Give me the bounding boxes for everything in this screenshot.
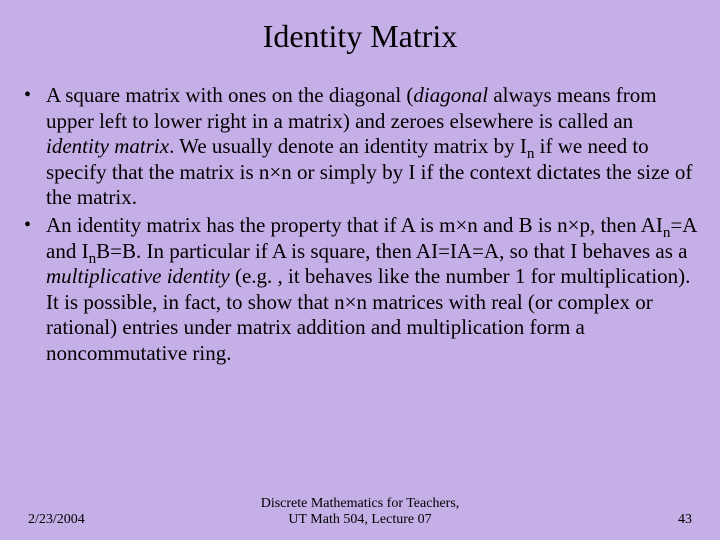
footer-page-number: 43 (572, 512, 692, 528)
bullet-item: • A square matrix with ones on the diago… (22, 83, 698, 211)
slide-body: • A square matrix with ones on the diago… (0, 65, 720, 367)
bullet-marker: • (22, 213, 46, 367)
footer-center-line1: Discrete Mathematics for Teachers, (261, 496, 460, 511)
bullet-text: An identity matrix has the property that… (46, 213, 698, 367)
slide: Identity Matrix • A square matrix with o… (0, 0, 720, 540)
footer-date: 2/23/2004 (28, 512, 148, 528)
bullet-marker: • (22, 83, 46, 211)
bullet-text: A square matrix with ones on the diagona… (46, 83, 698, 211)
footer-center: Discrete Mathematics for Teachers, UT Ma… (148, 496, 572, 528)
bullet-item: • An identity matrix has the property th… (22, 213, 698, 367)
slide-title: Identity Matrix (0, 0, 720, 65)
slide-footer: 2/23/2004 Discrete Mathematics for Teach… (0, 496, 720, 528)
footer-center-line2: UT Math 504, Lecture 07 (288, 512, 431, 527)
